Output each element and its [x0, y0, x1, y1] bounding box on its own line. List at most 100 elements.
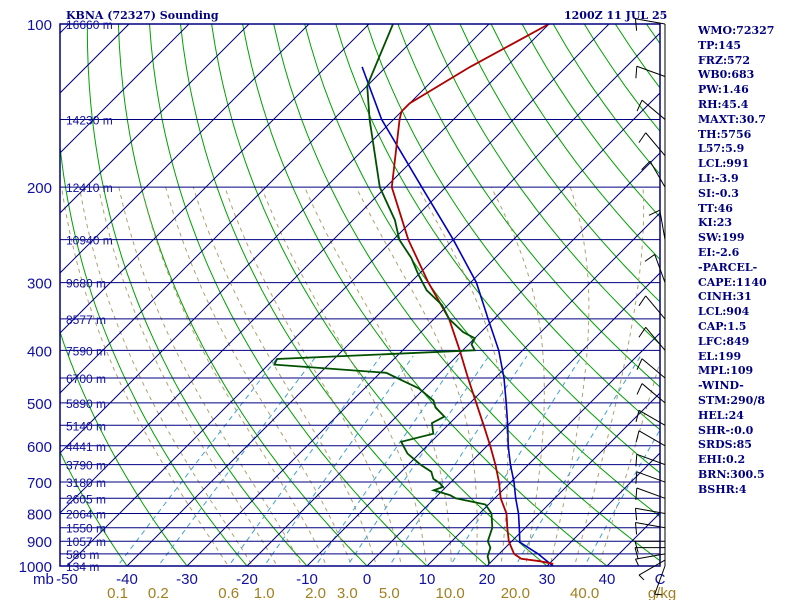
dry-adiabat [335, 24, 660, 474]
height-label: 1550 m [66, 522, 106, 536]
mixing-ratio-line [584, 428, 660, 566]
moist-adiabat [140, 187, 328, 566]
height-label: 7590 m [66, 344, 106, 358]
station-title: KBNA (72327) Sounding [66, 9, 219, 22]
mixing-ratio-label: 3.0 [337, 585, 358, 600]
pressure-axis-label: mb [33, 571, 54, 588]
sounding-indices: WMO:72327 TP:145 FRZ:572 WB0:683 PW:1.46 RH:4… [698, 24, 774, 498]
sounding-index: SHR-:0.0 [698, 423, 754, 437]
sounding-index: -PARCEL- [698, 260, 758, 274]
temperature-tick-label: -10 [296, 571, 318, 588]
mixing-ratio-line [346, 355, 490, 566]
temperature-tick-label: -30 [176, 571, 198, 588]
isotherm [306, 212, 660, 566]
wind-barb [635, 453, 666, 467]
isotherm [60, 24, 310, 274]
wind-barb [634, 547, 665, 560]
height-label: 3790 m [66, 459, 106, 473]
mixing-ratio-line [449, 355, 583, 566]
sounding-index: TP:145 [698, 38, 742, 52]
wind-barb [638, 559, 666, 581]
mixing-ratio-line [314, 355, 461, 566]
isotherm [366, 272, 660, 566]
wind-barb [634, 522, 666, 535]
temperature-profile [390, 24, 554, 565]
pressure-tick-label: 800 [27, 506, 52, 523]
height-label: 12410 m [66, 181, 113, 195]
isotherm [486, 392, 660, 566]
height-label: 6700 m [66, 372, 106, 386]
mixing-ratio-label: 20.0 [501, 585, 530, 600]
mixing-ratio-label: 1.0 [254, 585, 275, 600]
sounding-index: SRDS:85 [698, 438, 752, 452]
sounding-index: MAXT:30.7 [698, 112, 766, 126]
parcel-trace [361, 66, 554, 566]
dry-adiabat [117, 24, 368, 566]
sounding-index: TH:5756 [698, 127, 752, 141]
isotherm [126, 32, 660, 566]
isotherm [546, 452, 660, 566]
sounding-index: LI:-3.9 [698, 171, 739, 185]
mixing-ratio-line [514, 355, 641, 566]
temperature-tick-label: -50 [56, 571, 78, 588]
pressure-tick-label: 500 [27, 396, 52, 413]
moist-adiabat [61, 187, 229, 566]
dry-adiabat [60, 330, 188, 566]
moist-adiabat [165, 187, 353, 566]
wind-barb [634, 507, 666, 521]
wind-barb [635, 487, 666, 501]
sounding-index: LCL:904 [698, 305, 750, 319]
mixing-ratio-label: g/kg [648, 585, 676, 600]
moist-adiabat [260, 187, 427, 566]
isotherm [60, 24, 550, 514]
height-label: 586 m [66, 548, 99, 562]
height-label: 5890 m [66, 397, 106, 411]
pressure-tick-label: 300 [27, 276, 52, 293]
wind-barb [635, 65, 666, 79]
height-label: 3180 m [66, 476, 106, 490]
sounding-index: PW:1.46 [698, 83, 749, 97]
sounding-index: STM:290/8 [698, 393, 765, 407]
temperature-tick-label: -40 [116, 571, 138, 588]
wind-barb [638, 132, 666, 157]
dry-adiabat [304, 24, 660, 518]
sounding-index: WMO:72327 [698, 24, 775, 37]
sounding-index: CAPE:1140 [698, 275, 767, 289]
isotherm [426, 332, 660, 566]
height-label: 14230 m [66, 113, 113, 127]
isotherm [60, 24, 430, 394]
dry-adiabat [211, 24, 548, 566]
height-label: 2064 m [66, 507, 106, 521]
mixing-ratio-label: 2.0 [305, 585, 326, 600]
sounding-index: WB0:683 [698, 68, 755, 82]
temperature-tick-label: -20 [236, 571, 258, 588]
dry-adiabat [397, 24, 660, 388]
mixing-ratio-line [263, 355, 414, 566]
dry-adiabat [273, 24, 660, 562]
temperature-tick-label: 0 [363, 571, 371, 588]
sounding-index: EL:199 [698, 349, 742, 363]
sounding-index: TT:46 [698, 201, 733, 215]
sounding-time: 1200Z 11 JUL 25 [564, 9, 668, 22]
mixing-ratio-label: 0.1 [107, 585, 128, 600]
pressure-tick-label: 100 [27, 17, 52, 34]
moist-adiabat [490, 186, 545, 566]
moist-adiabat [417, 186, 509, 566]
moist-adiabat [192, 187, 377, 566]
mixing-ratio-label: 0.2 [148, 585, 169, 600]
dry-adiabat [60, 141, 248, 566]
height-label: 8577 m [66, 313, 106, 327]
pressure-tick-label: 700 [27, 475, 52, 492]
moist-adiabat [598, 359, 660, 566]
sounding-index: MPL:109 [698, 364, 754, 378]
dry-adiabat [428, 24, 660, 345]
height-label: 10940 m [66, 234, 113, 248]
sounding-index: KI:23 [698, 216, 733, 230]
mixing-ratio-label: 0.6 [218, 585, 239, 600]
sounding-index: BRN:300.5 [698, 467, 765, 481]
wind-barb [654, 565, 666, 596]
sounding-index: LFC:849 [698, 334, 750, 348]
mixing-ratio-line [157, 355, 317, 566]
isotherm [246, 152, 660, 566]
